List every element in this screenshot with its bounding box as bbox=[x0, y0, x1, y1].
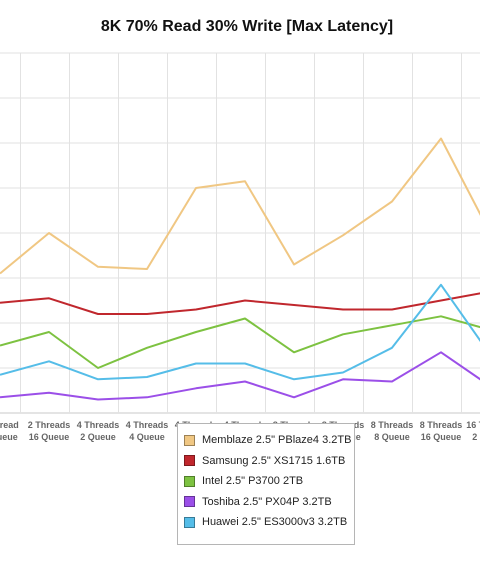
x-tick-label: 2 Threads 16 Queue bbox=[28, 420, 71, 442]
legend-swatch bbox=[184, 455, 195, 467]
x-tick-label: 4 Threads 4 Queue bbox=[126, 420, 169, 442]
series-line-4 bbox=[0, 283, 480, 381]
legend-swatch bbox=[184, 496, 195, 508]
legend-label: Toshiba 2.5" PX04P 3.2TB bbox=[202, 495, 332, 508]
x-tick-label: 8 Threads 16 Queue bbox=[420, 420, 463, 442]
legend-swatch bbox=[184, 434, 195, 446]
legend-swatch bbox=[184, 516, 195, 528]
series-lines bbox=[0, 137, 480, 401]
legend-label: Memblaze 2.5" PBlaze4 3.2TB bbox=[202, 434, 352, 447]
series-line-0 bbox=[0, 137, 480, 275]
legend-label: Huawei 2.5" ES3000v3 3.2TB bbox=[202, 516, 348, 529]
series-line-1 bbox=[0, 292, 480, 315]
legend-item: Intel 2.5" P3700 2TB bbox=[184, 471, 354, 492]
chart-title: 8K 70% Read 30% Write [Max Latency] bbox=[100, 18, 394, 35]
legend-item: Samsung 2.5" XS1715 1.6TB bbox=[184, 451, 354, 472]
legend: Memblaze 2.5" PBlaze4 3.2TB Samsung 2.5" … bbox=[177, 423, 355, 545]
legend-label: Samsung 2.5" XS1715 1.6TB bbox=[202, 454, 346, 467]
series-line-3 bbox=[0, 351, 480, 401]
x-tick-label: 1 Thread1 Queue bbox=[0, 420, 19, 442]
legend-item: Huawei 2.5" ES3000v3 3.2TB bbox=[184, 512, 354, 533]
legend-item: Toshiba 2.5" PX04P 3.2TB bbox=[184, 492, 354, 513]
grid bbox=[0, 52, 480, 414]
legend-label: Intel 2.5" P3700 2TB bbox=[202, 475, 304, 488]
x-tick-label: 8 Threads 8 Queue bbox=[371, 420, 414, 442]
x-tick-label: 4 Threads 2 Queue bbox=[77, 420, 120, 442]
legend-swatch bbox=[184, 475, 195, 487]
series-line-2 bbox=[0, 315, 480, 369]
legend-item: Memblaze 2.5" PBlaze4 3.2TB bbox=[184, 430, 354, 451]
